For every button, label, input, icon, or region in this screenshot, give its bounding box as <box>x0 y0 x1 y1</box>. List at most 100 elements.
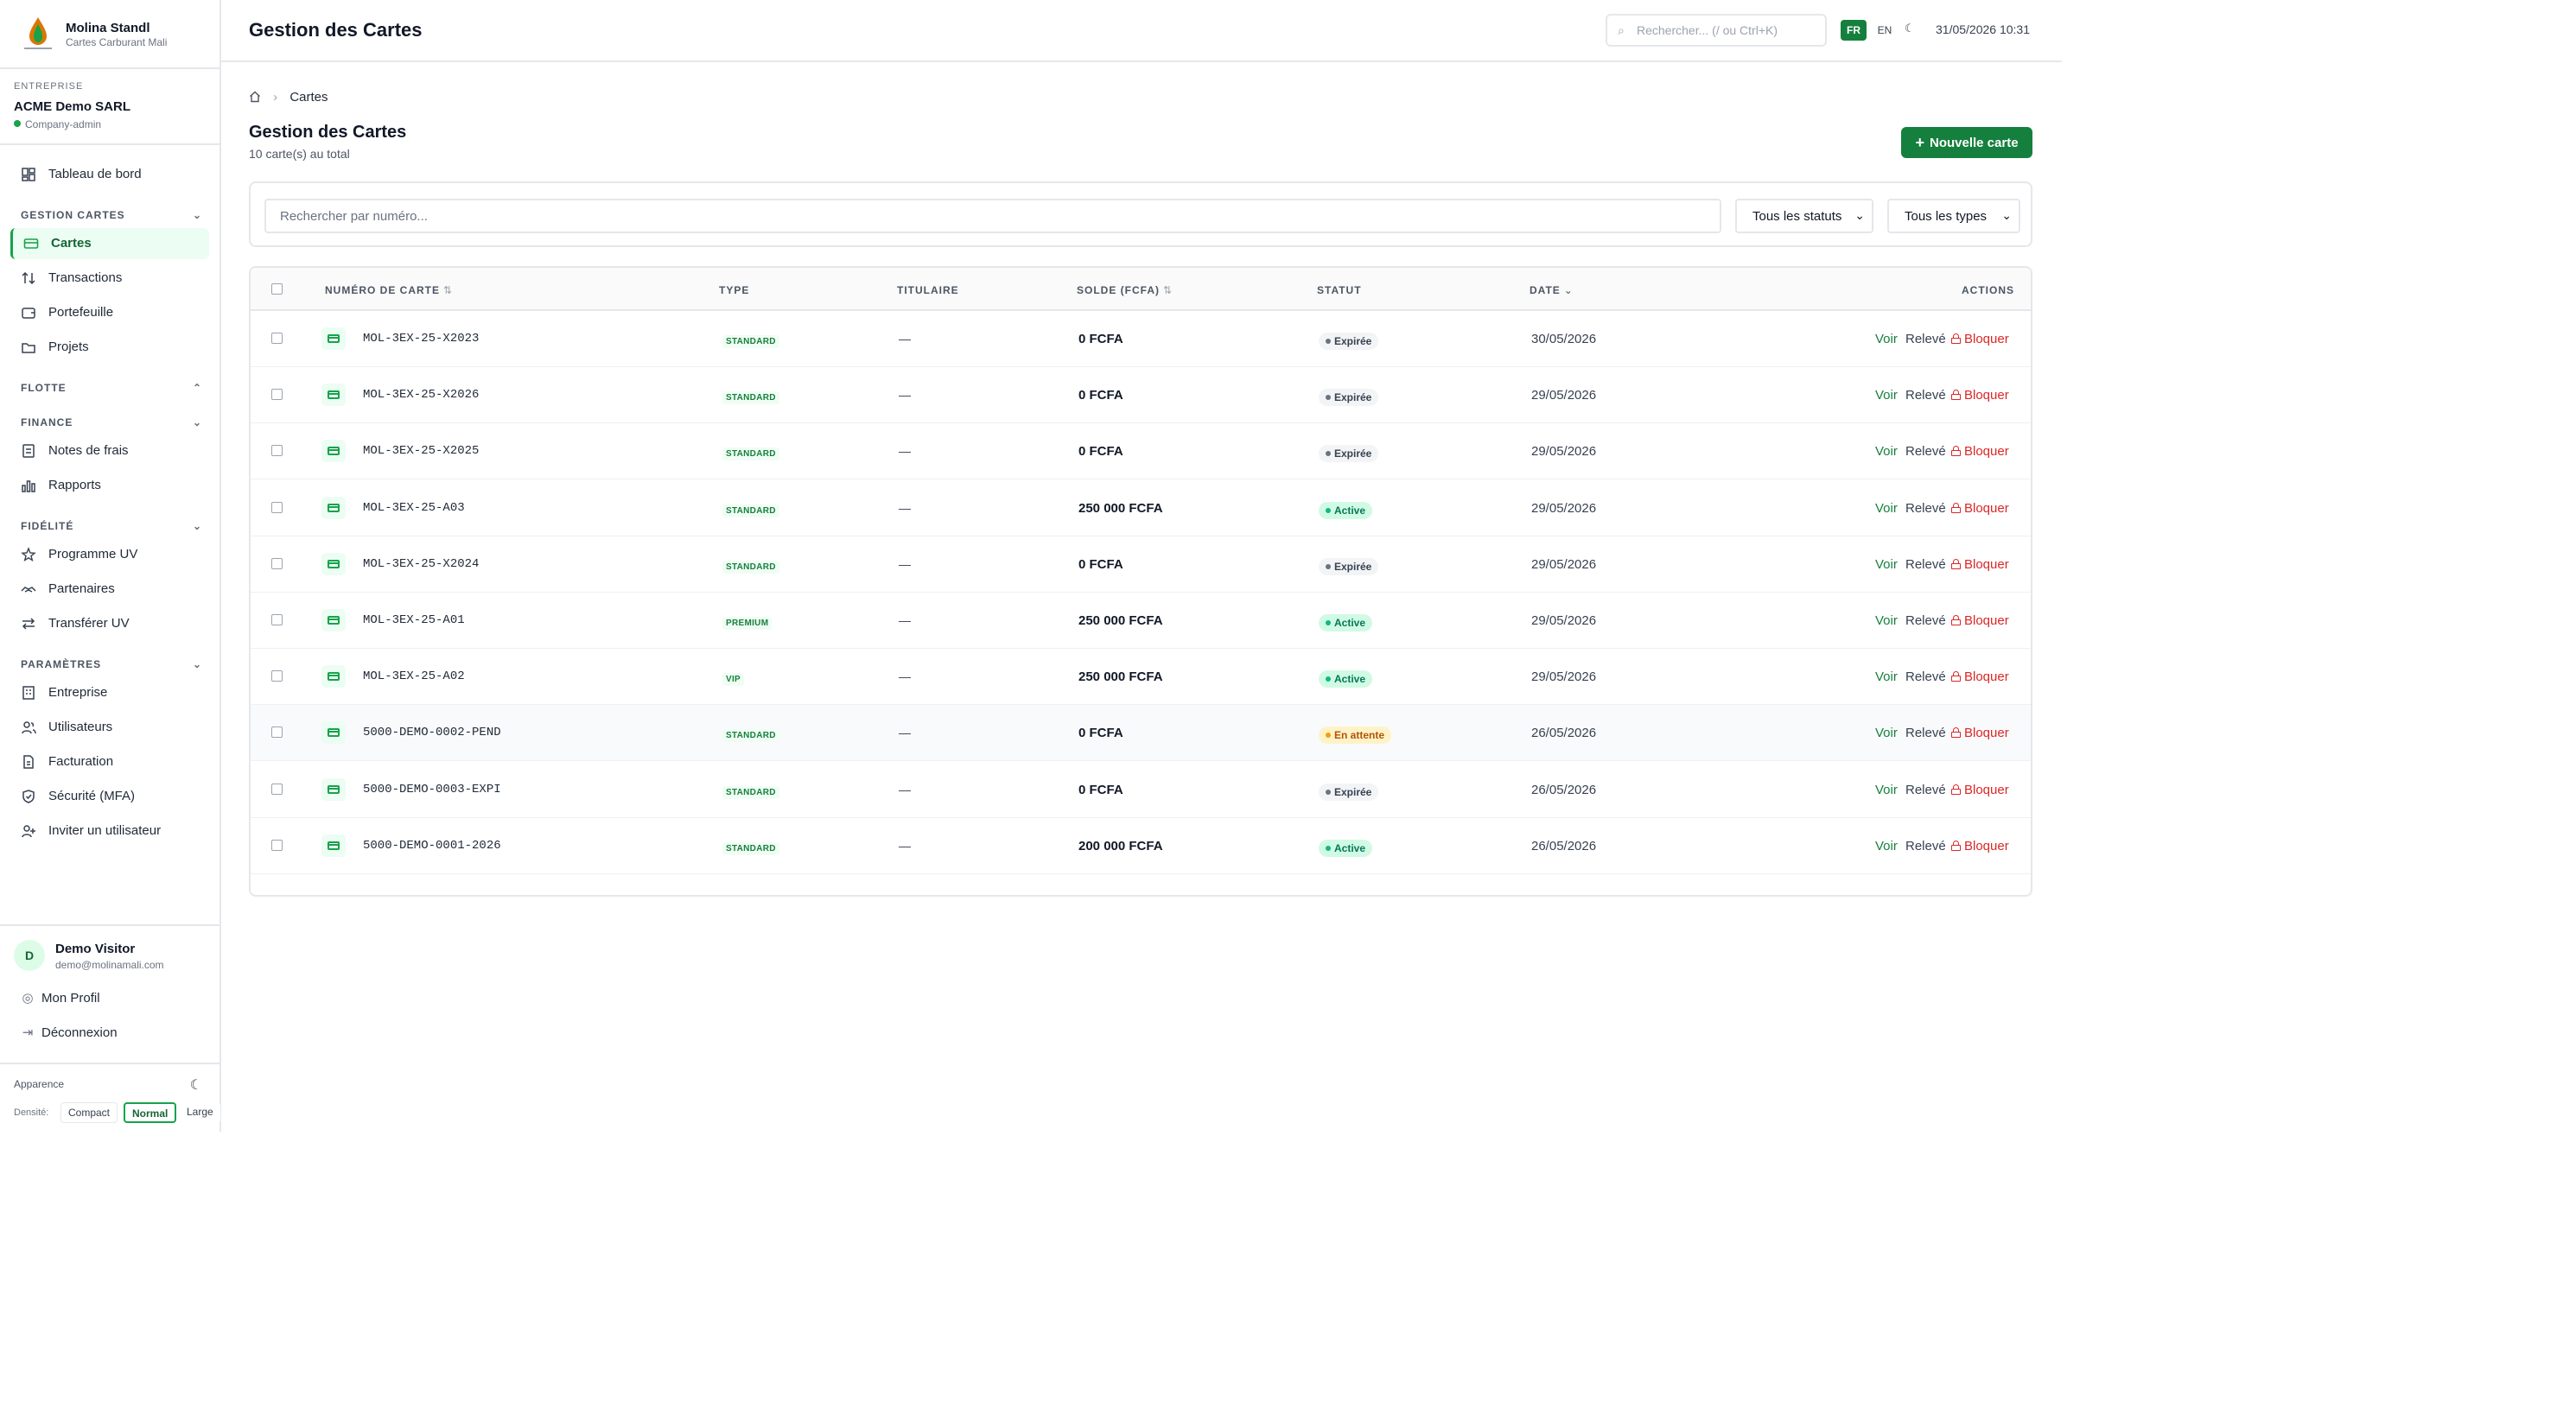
sidebar-item-projets[interactable]: Projets <box>10 332 209 363</box>
global-search-input[interactable] <box>1637 21 1818 40</box>
block-button[interactable]: Bloquer <box>1951 783 2009 797</box>
card-type-badge: VIP <box>722 673 745 687</box>
table-row[interactable]: MOL-3EX-25-X2024 STANDARD — 0 FCFA Expirée 29… <box>251 536 2031 593</box>
table-row[interactable]: MOL-3EX-25-X2023 STANDARD — 0 FCFA Expirée 30… <box>251 311 2031 367</box>
avatar[interactable]: D <box>14 940 45 971</box>
logout-link[interactable]: ⇥ Déconnexion <box>21 1025 118 1040</box>
table-row[interactable]: MOL-3EX-25-X2026 STANDARD — 0 FCFA Expirée 29… <box>251 367 2031 424</box>
row-checkbox[interactable] <box>271 727 283 739</box>
home-icon[interactable] <box>249 90 261 105</box>
sidebar-item-dashboard[interactable]: Tableau de bord <box>10 159 209 190</box>
view-button[interactable]: Voir <box>1875 388 1898 403</box>
block-button[interactable]: Bloquer <box>1951 669 2009 684</box>
block-button[interactable]: Bloquer <box>1951 613 2009 628</box>
block-button[interactable]: Bloquer <box>1951 388 2009 403</box>
view-button[interactable]: Voir <box>1875 838 1898 853</box>
sidebar-item-cartes[interactable]: Cartes <box>10 228 209 259</box>
block-button[interactable]: Bloquer <box>1951 839 2009 853</box>
sidebar-item-transferer[interactable]: Transférer UV <box>10 608 209 639</box>
statement-button[interactable]: Relevé <box>1905 556 1946 572</box>
table-row[interactable]: MOL-3EX-25-X2025 STANDARD — 0 FCFA Expirée 29… <box>251 423 2031 480</box>
theme-toggle-icon[interactable]: ☾ <box>1905 22 1915 35</box>
new-card-button[interactable]: + Nouvelle carte <box>1901 127 2032 158</box>
statement-button[interactable]: Relevé <box>1905 388 1946 403</box>
table-row[interactable]: 5000-DEMO-0002-PEND STANDARD — 0 FCFA En att… <box>251 705 2031 762</box>
row-checkbox[interactable] <box>271 783 283 795</box>
sidebar-item-portefeuille[interactable]: Portefeuille <box>10 297 209 328</box>
sidebar-item-securite[interactable]: Sécurité (MFA) <box>10 781 209 812</box>
statement-button[interactable]: Relevé <box>1905 332 1946 346</box>
block-label: Bloquer <box>1964 388 2009 403</box>
block-button[interactable]: Bloquer <box>1951 444 2009 459</box>
sidebar-item-programme[interactable]: Programme UV <box>10 539 209 570</box>
sidebar-item-utilisateurs[interactable]: Utilisateurs <box>10 712 209 743</box>
column-header-date[interactable]: Date ⌄ <box>1530 284 1574 296</box>
card-holder: — <box>899 782 911 796</box>
view-button[interactable]: Voir <box>1875 782 1898 797</box>
sidebar-item-facturation[interactable]: Facturation <box>10 746 209 777</box>
row-checkbox[interactable] <box>271 614 283 625</box>
block-button[interactable]: Bloquer <box>1951 501 2009 516</box>
card-holder: — <box>899 388 911 403</box>
block-button[interactable]: Bloquer <box>1951 726 2009 740</box>
nav-section-settings[interactable]: Paramètres ⌄ <box>21 658 202 670</box>
row-checkbox[interactable] <box>271 839 283 851</box>
nav-section-cards[interactable]: Gestion cartes ⌄ <box>21 209 202 221</box>
column-header-number[interactable]: Numéro de carte ⇅ <box>325 284 453 296</box>
statement-button[interactable]: Relevé <box>1905 838 1946 853</box>
table-row[interactable]: 5000-DEMO-0001-2026 STANDARD — 200 000 FCFA… <box>251 818 2031 874</box>
view-button[interactable]: Voir <box>1875 500 1898 516</box>
select-all-checkbox[interactable] <box>271 283 283 295</box>
table-row[interactable]: MOL-3EX-25-A03 STANDARD — 250 000 FCFA Activ… <box>251 480 2031 536</box>
view-button[interactable]: Voir <box>1875 444 1898 460</box>
row-checkbox[interactable] <box>271 445 283 457</box>
statement-button[interactable]: Relevé <box>1905 444 1946 460</box>
profile-link[interactable]: ◎ Mon Profil <box>21 990 99 1006</box>
nav-section-loyalty[interactable]: Fidélité ⌄ <box>21 520 202 532</box>
card-balance: 0 FCFA <box>1078 388 1123 403</box>
sidebar-item-entreprise[interactable]: Entreprise <box>10 677 209 708</box>
statement-button[interactable]: Relevé <box>1905 500 1946 516</box>
view-button[interactable]: Voir <box>1875 556 1898 572</box>
status-filter-select[interactable]: Tous les statuts ⌄ <box>1735 199 1873 233</box>
view-button[interactable]: Voir <box>1875 332 1898 346</box>
type-filter-select[interactable]: Tous les types ⌄ <box>1887 199 2020 233</box>
nav-section-label: Gestion cartes <box>21 209 125 221</box>
block-button[interactable]: Bloquer <box>1951 332 2009 346</box>
sidebar-item-partenaires[interactable]: Partenaires <box>10 574 209 605</box>
block-button[interactable]: Bloquer <box>1951 557 2009 572</box>
lang-en-button[interactable]: EN <box>1877 24 1892 36</box>
table-row[interactable]: 5000-DEMO-0003-EXPI STANDARD — 0 FCFA Expiré… <box>251 762 2031 818</box>
sidebar-item-rapports[interactable]: Rapports <box>10 470 209 501</box>
card-number-search-input[interactable] <box>264 199 1721 233</box>
column-header-balance[interactable]: Solde (FCFA) ⇅ <box>1077 284 1173 296</box>
statement-button[interactable]: Relevé <box>1905 782 1946 797</box>
density-large-button[interactable]: Large <box>180 1102 220 1123</box>
statement-button[interactable]: Relevé <box>1905 613 1946 628</box>
row-checkbox[interactable] <box>271 557 283 569</box>
sidebar-item-notes[interactable]: Notes de frais <box>10 435 209 466</box>
lang-fr-button[interactable]: FR <box>1841 20 1867 41</box>
view-button[interactable]: Voir <box>1875 613 1898 628</box>
table-row[interactable]: MOL-3EX-25-A02 VIP — 250 000 FCFA Active 29/0… <box>251 649 2031 706</box>
view-button[interactable]: Voir <box>1875 726 1898 741</box>
global-search[interactable]: ⌕ <box>1606 14 1827 47</box>
density-compact-button[interactable]: Compact <box>60 1102 118 1123</box>
row-checkbox[interactable] <box>271 333 283 344</box>
statement-button[interactable]: Relevé <box>1905 726 1946 741</box>
sidebar-item-transactions[interactable]: Transactions <box>10 263 209 294</box>
nav-section-label: Fidélité <box>21 520 74 532</box>
user-circle-icon: ◎ <box>22 991 34 1006</box>
row-checkbox[interactable] <box>271 501 283 513</box>
row-checkbox[interactable] <box>271 389 283 401</box>
view-button[interactable]: Voir <box>1875 669 1898 685</box>
density-normal-button[interactable]: Normal <box>124 1102 177 1123</box>
nav-section-finance[interactable]: Finance ⌄ <box>21 416 202 428</box>
nav-section-fleet[interactable]: Flotte ⌃ <box>21 382 202 394</box>
statement-button[interactable]: Relevé <box>1905 669 1946 685</box>
table-row[interactable]: MOL-3EX-25-A01 PREMIUM — 250 000 FCFA Active… <box>251 593 2031 649</box>
sidebar-item-label: Sécurité (MFA) <box>48 789 136 803</box>
moon-icon[interactable]: ☾ <box>189 1078 202 1093</box>
sidebar-item-inviter[interactable]: Inviter un utilisateur <box>10 815 209 847</box>
row-checkbox[interactable] <box>271 670 283 682</box>
